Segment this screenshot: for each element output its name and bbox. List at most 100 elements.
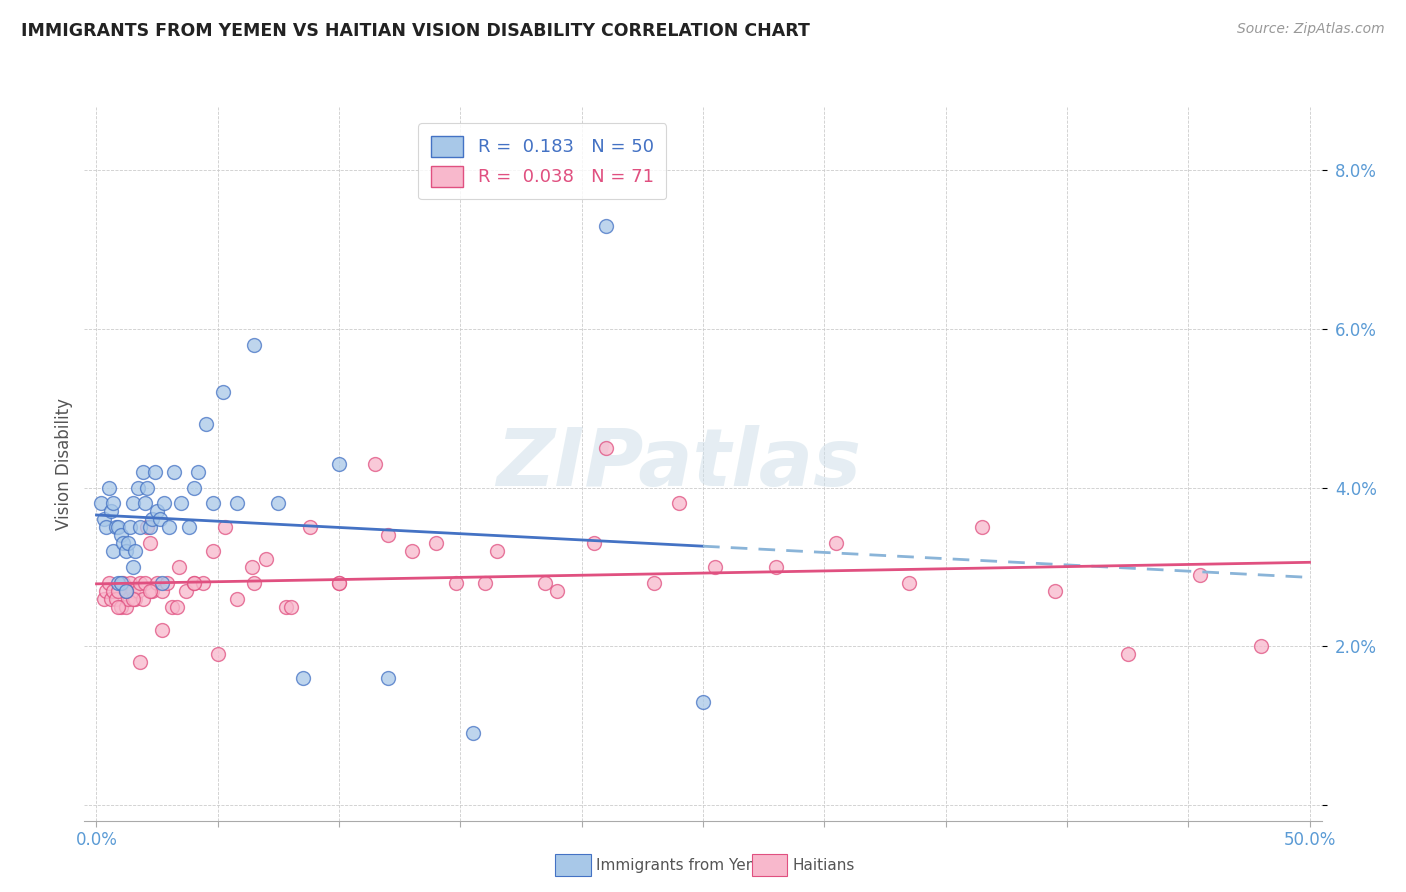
Point [110, 575, 132, 590]
Point [122, 583, 145, 598]
Point [114, 599, 136, 614]
Point [364, 457, 387, 471]
Legend: R =  0.183   N = 50, R =  0.038   N = 71: R = 0.183 N = 50, R = 0.038 N = 71 [418, 123, 666, 199]
Point [226, 591, 249, 606]
Point [139, 520, 162, 534]
Point [825, 536, 848, 550]
Point [267, 496, 290, 510]
Point [254, 552, 277, 566]
Point [124, 544, 146, 558]
Point [122, 496, 145, 510]
Point [163, 465, 186, 479]
Point [291, 671, 314, 685]
Text: Source: ZipAtlas.com: Source: ZipAtlas.com [1237, 22, 1385, 37]
Point [90, 496, 112, 510]
Point [150, 624, 173, 638]
Point [156, 575, 179, 590]
Point [377, 528, 399, 542]
Point [595, 219, 617, 233]
Point [112, 536, 135, 550]
Point [765, 560, 787, 574]
Point [298, 520, 321, 534]
Point [167, 560, 190, 574]
Point [444, 575, 467, 590]
Point [692, 695, 714, 709]
Point [93, 512, 115, 526]
Point [187, 465, 209, 479]
Point [124, 591, 146, 606]
Point [201, 544, 224, 558]
Point [328, 457, 350, 471]
Point [117, 591, 139, 606]
Point [120, 520, 142, 534]
Point [141, 583, 163, 598]
Point [157, 520, 180, 534]
Point [103, 496, 125, 510]
Point [240, 560, 263, 574]
Point [122, 560, 145, 574]
Point [328, 575, 350, 590]
Point [96, 583, 118, 598]
Point [100, 591, 122, 606]
Point [134, 575, 156, 590]
Point [1250, 639, 1272, 653]
Point [243, 338, 266, 352]
Point [97, 575, 120, 590]
Point [668, 496, 690, 510]
Point [131, 465, 153, 479]
Point [129, 520, 152, 534]
Point [201, 496, 224, 510]
Point [328, 575, 350, 590]
Point [280, 599, 302, 614]
Point [107, 575, 129, 590]
Point [129, 655, 152, 669]
Text: Haitians: Haitians [793, 858, 855, 872]
Point [114, 583, 136, 598]
Point [160, 599, 183, 614]
Point [207, 647, 229, 661]
Point [103, 544, 125, 558]
Point [153, 496, 176, 510]
Point [114, 583, 136, 598]
Point [485, 544, 508, 558]
Point [129, 575, 152, 590]
Point [97, 481, 120, 495]
Point [970, 520, 993, 534]
Text: ZIPatlas: ZIPatlas [496, 425, 860, 503]
Point [146, 504, 169, 518]
Point [214, 520, 236, 534]
Point [582, 536, 605, 550]
Point [96, 520, 118, 534]
Point [139, 536, 162, 550]
Point [177, 520, 200, 534]
Point [107, 599, 129, 614]
Point [401, 544, 423, 558]
Y-axis label: Vision Disability: Vision Disability [55, 398, 73, 530]
Point [183, 481, 205, 495]
Point [127, 481, 149, 495]
Point [122, 591, 145, 606]
Point [1116, 647, 1139, 661]
Point [112, 575, 135, 590]
Point [150, 575, 173, 590]
Point [274, 599, 297, 614]
Point [174, 583, 197, 598]
Point [166, 599, 188, 614]
Point [143, 465, 166, 479]
Point [474, 575, 496, 590]
Point [1189, 567, 1212, 582]
Point [136, 520, 159, 534]
Point [100, 504, 122, 518]
Point [134, 496, 156, 510]
Point [704, 560, 727, 574]
Point [183, 575, 205, 590]
Point [114, 544, 136, 558]
Point [377, 671, 399, 685]
Point [534, 575, 557, 590]
Point [595, 441, 617, 455]
Point [107, 583, 129, 598]
Point [211, 385, 233, 400]
Point [93, 591, 115, 606]
Point [110, 599, 132, 614]
Point [194, 417, 217, 432]
